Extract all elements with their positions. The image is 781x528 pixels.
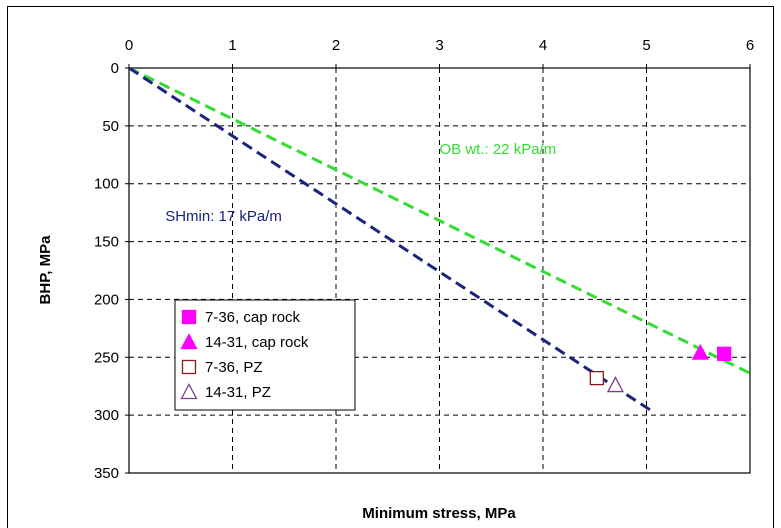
data-point-1 xyxy=(716,346,732,361)
x-tick-label: 2 xyxy=(332,37,340,54)
trend-line-1 xyxy=(129,68,750,375)
legend-box xyxy=(174,299,356,411)
legend-marker-4 xyxy=(180,383,198,400)
x-tick-label: 0 xyxy=(125,37,133,54)
chart-frame xyxy=(7,6,774,528)
line-annotations: OB wt.: 22 kPa/m SHmin: 17 kPa/m xyxy=(165,141,556,225)
trend-lines xyxy=(129,68,750,413)
legend-label-1: 7-36, cap rock xyxy=(205,309,301,326)
y-tick-label: 300 xyxy=(94,407,119,424)
legend-marker-3 xyxy=(181,359,197,375)
legend-label-2: 14-31, cap rock xyxy=(205,334,309,351)
data-point-3 xyxy=(589,370,604,386)
y-tick-label: 150 xyxy=(94,234,119,251)
legend: 7-36, cap rock 14-31, cap rock 7-36, PZ 14-… xyxy=(174,299,356,411)
x-axis-title: Minimum stress, MPa xyxy=(362,505,516,522)
y-tick-label: 350 xyxy=(94,465,119,482)
y-tick-labels: 0 50 100 150 200 250 300 350 xyxy=(94,60,129,482)
data-points xyxy=(589,343,732,393)
x-tick-label: 4 xyxy=(539,37,547,54)
y-tick-label: 0 xyxy=(111,60,119,77)
legend-marker-2 xyxy=(180,333,198,350)
data-point-2 xyxy=(691,343,709,360)
x-tick-labels: 0 1 2 3 4 5 6 xyxy=(125,37,754,68)
trend-line-2 xyxy=(129,68,654,413)
y-tick-label: 50 xyxy=(102,118,119,135)
legend-label-4: 14-31, PZ xyxy=(205,384,271,401)
x-tick-label: 1 xyxy=(228,37,236,54)
data-point-4 xyxy=(606,376,625,393)
x-tick-label: 3 xyxy=(435,37,443,54)
y-tick-label: 200 xyxy=(94,291,119,308)
y-axis-title: BHP, MPa xyxy=(37,235,54,305)
legend-marker-1 xyxy=(181,309,197,325)
x-tick-label: 5 xyxy=(642,37,650,54)
y-tick-label: 250 xyxy=(94,349,119,366)
y-tick-label: 100 xyxy=(94,176,119,193)
x-tick-label: 6 xyxy=(746,37,754,54)
line-label-2: SHmin: 17 kPa/m xyxy=(165,208,282,225)
legend-label-3: 7-36, PZ xyxy=(205,359,263,376)
line-label-1: OB wt.: 22 kPa/m xyxy=(440,141,557,158)
